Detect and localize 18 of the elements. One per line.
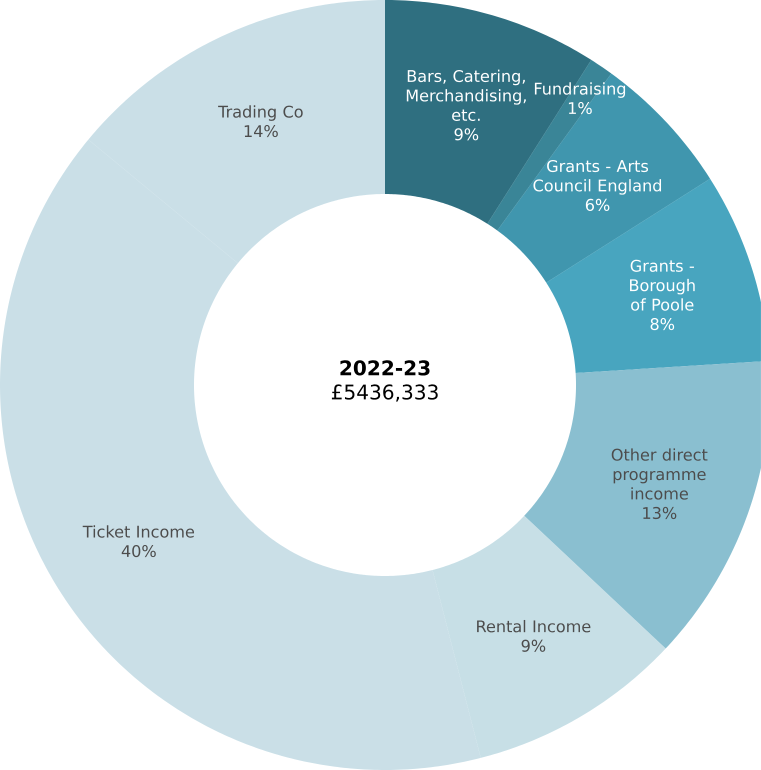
text: 2022-23 (340, 360, 430, 376)
data-label: 8% (650, 318, 674, 330)
slice-label: Grants - Arts Council England (533, 160, 662, 195)
slice-label: Grants - Borough of Poole (630, 260, 695, 311)
slice-label: Trading Co (218, 105, 303, 121)
slice-label: Other direct programme income (612, 448, 708, 500)
text: £5436,333 (332, 384, 438, 402)
slice-label: Fundraising (534, 82, 626, 98)
data-label: 1% (568, 102, 592, 114)
slice-label: Bars, Catering, Merchandising, etc. (406, 70, 526, 121)
data-label: 14% (244, 125, 278, 138)
slice-label: Ticket Income (82, 525, 194, 538)
data-label: 13% (643, 506, 676, 520)
data-label: 40% (122, 544, 156, 558)
data-label: 9% (454, 128, 478, 140)
data-label: 9% (522, 640, 546, 652)
data-label: 6% (586, 198, 610, 211)
slice-label: Rental Income (477, 620, 590, 632)
